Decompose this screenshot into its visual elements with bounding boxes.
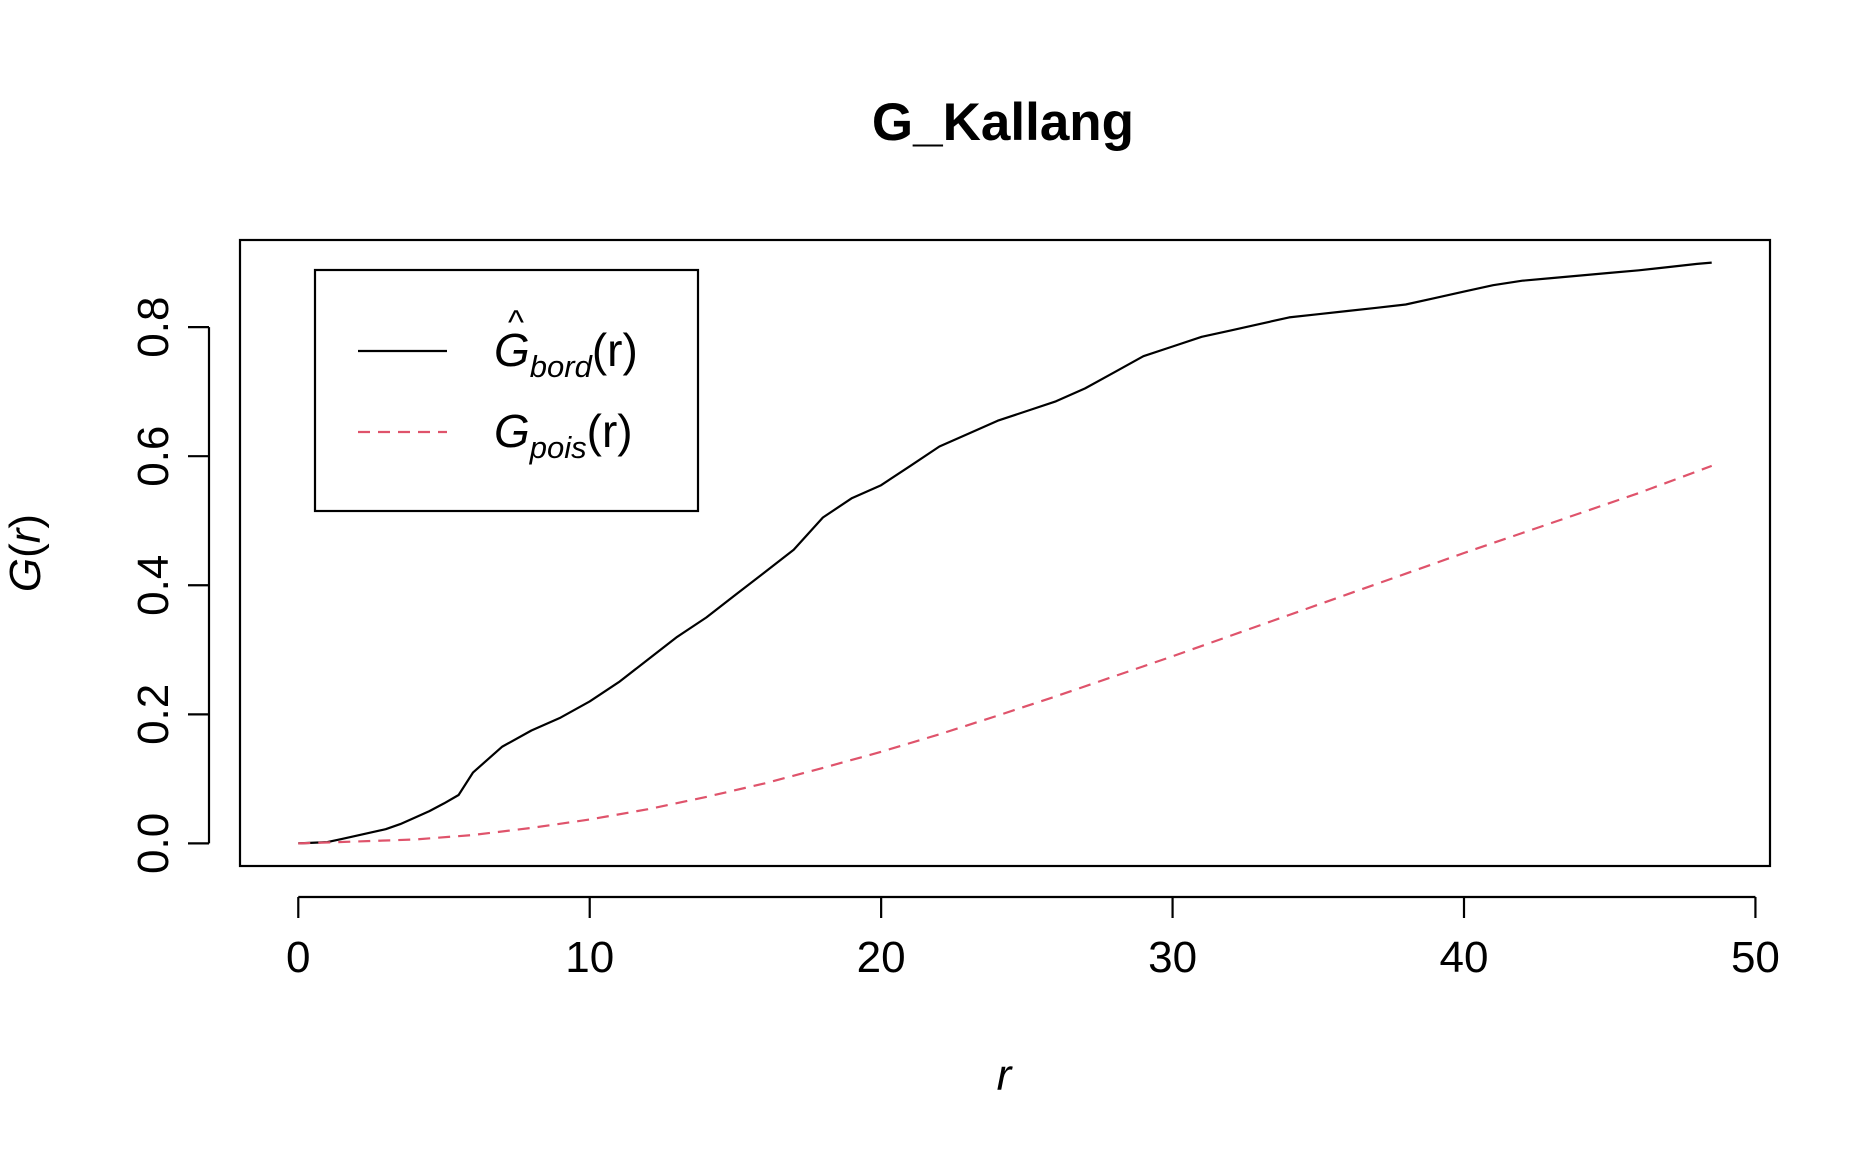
legend-argument: (r): [592, 324, 638, 376]
legend-label-pois: Gpois(r): [494, 405, 633, 465]
y-tick-label: 0.0: [129, 813, 178, 874]
x-tick-label: 0: [286, 933, 310, 982]
y-axis-label-arg: r: [1, 526, 50, 543]
y-tick-label: 0.2: [129, 684, 178, 745]
legend-hat: ^: [508, 304, 524, 342]
x-tick-label: 50: [1731, 933, 1780, 982]
legend-subscript: pois: [529, 430, 587, 465]
legend-symbol: G: [494, 324, 530, 376]
series-line-pois: [298, 464, 1713, 845]
legend-box: [313, 268, 700, 513]
x-axis: 0 10 20 30 40 50: [286, 895, 1780, 982]
y-axis-label: G(r): [1, 514, 50, 592]
x-tick-label: 10: [565, 933, 614, 982]
legend-symbol: G: [494, 405, 530, 457]
x-axis-label: r: [997, 1051, 1014, 1100]
series-line-bord: [298, 261, 1712, 845]
y-tick-label: 0.4: [129, 555, 178, 616]
legend-subscript: bord: [530, 349, 594, 384]
series-layer: [298, 261, 1713, 845]
chart-title: G_Kallang: [872, 93, 1134, 152]
y-tick-label: 0.8: [129, 297, 178, 358]
y-axis: 0.0 0.2 0.4 0.6 0.8: [129, 297, 211, 874]
x-tick-label: 20: [857, 933, 906, 982]
legend-argument: (r): [587, 405, 633, 457]
legend-label-bord: Gbord(r): [494, 324, 638, 384]
y-axis-label-symbol: G: [1, 558, 50, 592]
y-axis-label-paren: (: [1, 543, 50, 558]
y-tick-label: 0.6: [129, 426, 178, 487]
x-tick-label: 40: [1440, 933, 1489, 982]
y-axis-label-paren: ): [1, 514, 50, 529]
plot-frame: [238, 238, 1772, 868]
x-tick-label: 30: [1148, 933, 1197, 982]
legend: Gbord(r)^Gpois(r): [313, 268, 700, 513]
